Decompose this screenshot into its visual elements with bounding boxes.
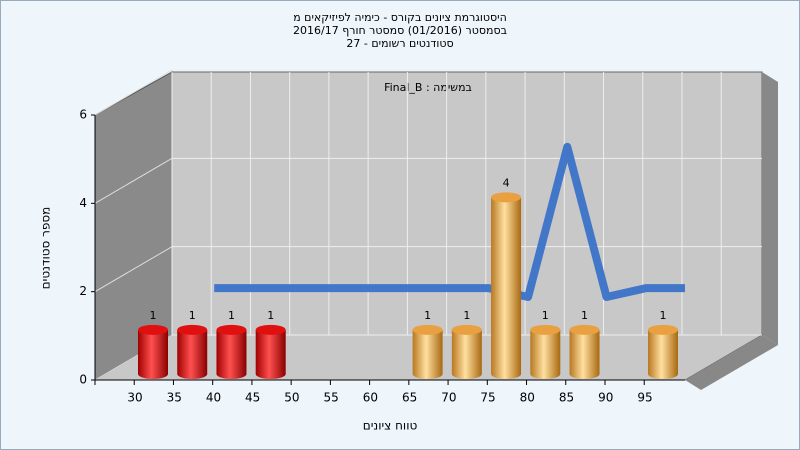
annotation: במשימה : Final_B [384, 81, 472, 94]
x-tick-label: 45 [245, 391, 260, 405]
x-tick-label: 30 [127, 391, 142, 405]
x-tick-label: 95 [637, 391, 652, 405]
bar [451, 329, 482, 379]
data-label: 1 [659, 309, 666, 322]
x-tick-label: 85 [559, 391, 574, 405]
bar-top [569, 324, 600, 335]
back-wall-side [762, 72, 778, 345]
title-line: סטודנטים רשומים - 27 [346, 37, 453, 50]
title-line: היסטוגרמת ציונים בקורס - כימיה לפיזיקאים… [293, 11, 507, 24]
x-tick-label: 60 [363, 391, 378, 405]
bar [177, 329, 208, 379]
floor-side [685, 335, 778, 390]
data-label: 1 [424, 309, 431, 322]
grid-line [94, 157, 173, 204]
data-label: 1 [581, 309, 588, 322]
bar [138, 329, 168, 379]
x-tick-label: 40 [206, 391, 221, 405]
x-tick-label: 65 [402, 391, 417, 405]
bar-top [647, 324, 678, 335]
y-axis-label: מספר סטודנטים [39, 207, 53, 290]
bar-top [412, 324, 443, 335]
data-label: 1 [542, 309, 549, 322]
bar-top [530, 324, 561, 335]
x-tick-label: 75 [480, 391, 495, 405]
data-label: 1 [189, 309, 196, 322]
x-tick-label: 80 [520, 391, 535, 405]
data-label: 1 [267, 309, 274, 322]
grid-line [94, 69, 173, 116]
data-label: 1 [228, 309, 235, 322]
curve [214, 142, 685, 301]
bar-top [177, 324, 208, 335]
x-tick-label: 90 [598, 391, 613, 405]
data-label: 4 [503, 176, 510, 189]
bar [216, 329, 247, 379]
bar [491, 197, 522, 379]
data-label: 1 [150, 309, 157, 322]
y-tick-label: 6 [79, 108, 87, 122]
x-tick-label: 35 [167, 391, 182, 405]
bar [255, 329, 286, 379]
y-tick-label: 0 [79, 373, 87, 387]
bar-top [216, 324, 247, 335]
x-tick-label: 50 [284, 391, 299, 405]
data-label: 1 [463, 309, 470, 322]
x-axis-label: טווח ציונים [363, 419, 418, 433]
back-wall [171, 71, 763, 336]
bar-top [451, 324, 482, 335]
y-tick-label: 2 [79, 284, 87, 298]
bar-top [491, 192, 522, 203]
bar [569, 329, 600, 379]
x-tick-label: 55 [324, 391, 339, 405]
bar-top [138, 324, 168, 335]
bar [530, 329, 561, 379]
bar [412, 329, 443, 379]
title-line: בסמסטר (01/2016) סמסטר חורף 2016/17 [293, 24, 507, 37]
bar-top [255, 324, 286, 335]
x-tick-label: 70 [441, 391, 456, 405]
y-tick-label: 4 [79, 196, 87, 210]
grid-line [94, 246, 173, 293]
bar [647, 329, 678, 379]
